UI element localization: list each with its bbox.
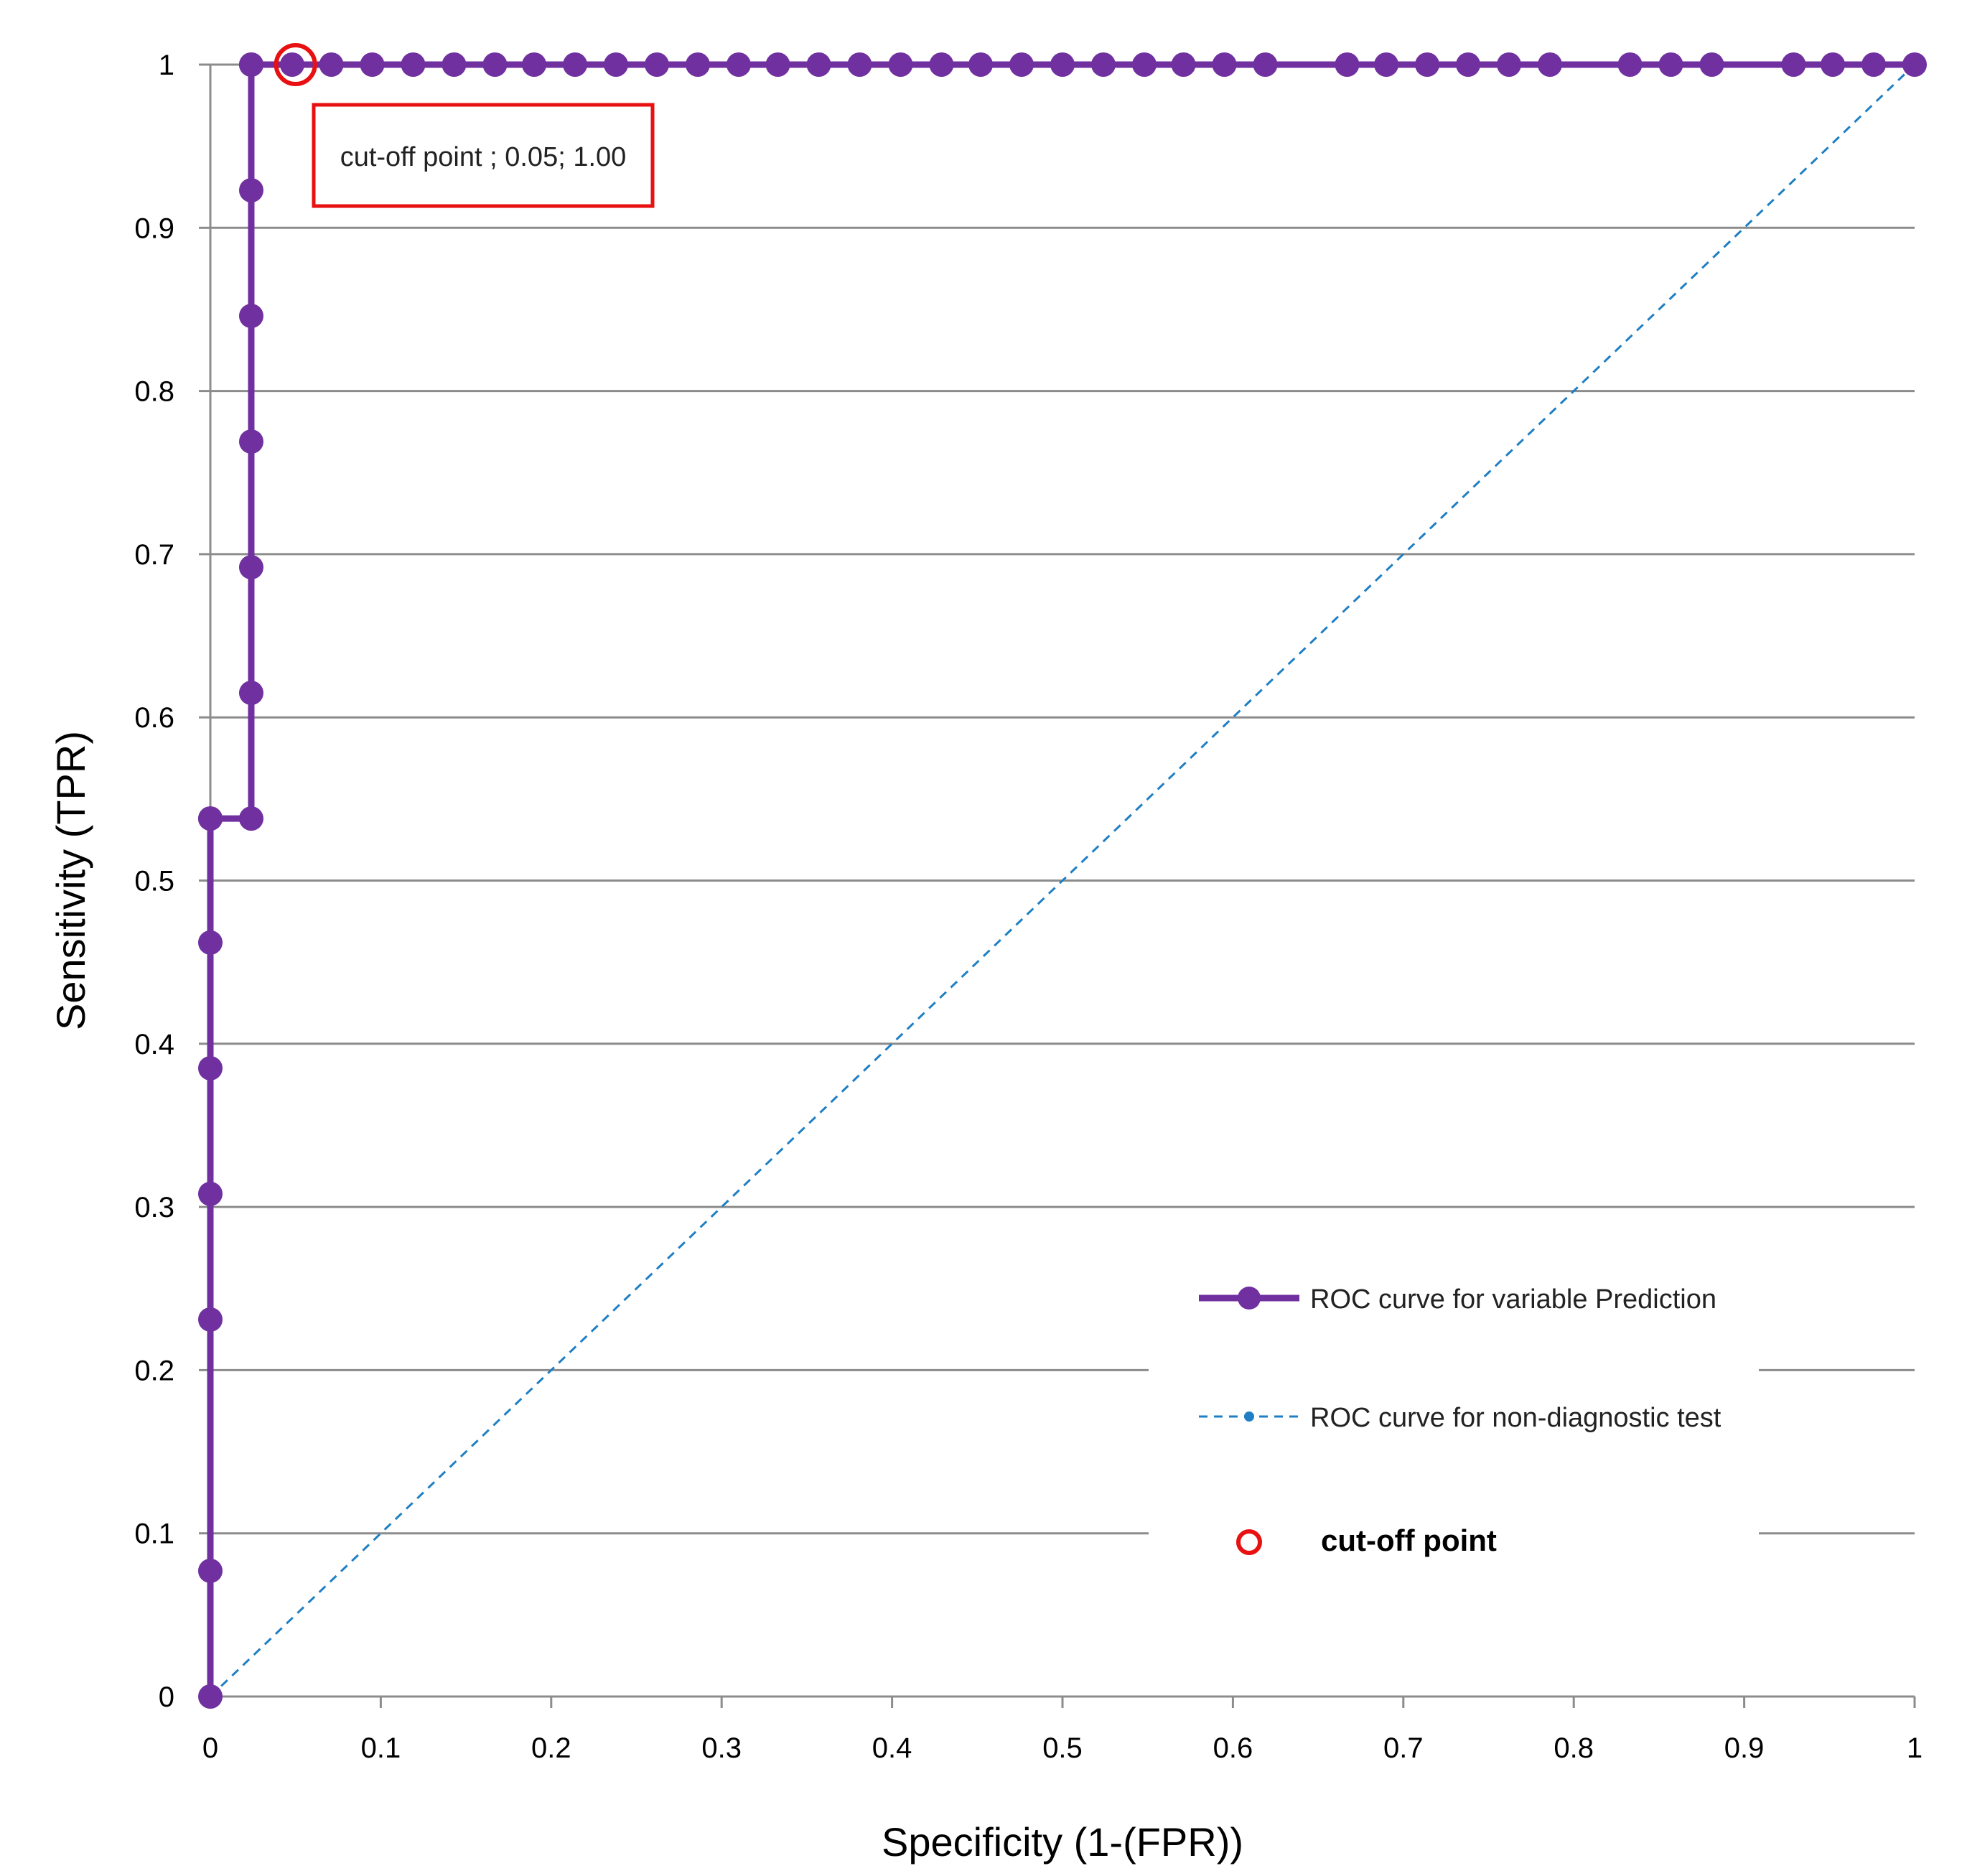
roc-prediction-point-36: [1090, 52, 1116, 77]
x-tick-labels: 0 0.1 0.2 0.3 0.4 0.5 0.6 0.7 0.8 0.9 1: [202, 1732, 1923, 1764]
roc-prediction-point-0: [198, 1684, 223, 1709]
roc-prediction-point-46: [1537, 52, 1562, 77]
roc-prediction-point-10: [238, 555, 263, 580]
x-tick-label-9: 0.9: [1724, 1732, 1765, 1764]
roc-prediction-point-33: [968, 52, 994, 77]
roc-prediction-point-29: [806, 52, 831, 77]
roc-prediction-point-17: [319, 52, 344, 77]
y-tick-label-5: 0.5: [134, 866, 174, 897]
roc-prediction-point-47: [1617, 52, 1643, 77]
roc-prediction-point-24: [604, 52, 629, 77]
roc-prediction-point-8: [238, 806, 263, 831]
roc-prediction-point-37: [1131, 52, 1157, 77]
x-tick-label-5: 0.5: [1042, 1732, 1083, 1764]
roc-prediction-point-50: [1781, 52, 1806, 77]
roc-prediction-point-2: [198, 1307, 223, 1332]
y-tick-label-4: 0.4: [134, 1029, 174, 1060]
legend-cutoff-marker: [1236, 1529, 1262, 1555]
y-tick-label-1: 0.1: [134, 1518, 174, 1550]
legend-non-diagnostic-label: ROC curve for non-diagnostic test: [1310, 1403, 1722, 1433]
roc-prediction-point-43: [1415, 52, 1440, 77]
roc-prediction-point-20: [442, 52, 467, 77]
roc-prediction-point-15: [238, 52, 263, 77]
roc-prediction-point-41: [1335, 52, 1360, 77]
cutoff-annotation-box: [312, 103, 655, 208]
legend: ROC curve for variable Prediction ROC cu…: [1199, 1284, 1722, 1557]
y-tick-labels: 0 0.1 0.2 0.3 0.4 0.5 0.6 0.7 0.8 0.9 1: [134, 50, 174, 1713]
y-tick-label-3: 0.3: [134, 1192, 174, 1223]
roc-prediction-point-19: [401, 52, 426, 77]
roc-prediction-point-4: [198, 1055, 223, 1081]
roc-prediction-point-30: [847, 52, 872, 77]
roc-prediction-point-18: [360, 52, 385, 77]
roc-prediction-point-27: [726, 52, 751, 77]
roc-prediction-point-52: [1861, 52, 1887, 77]
cutoff-marker: [274, 43, 317, 86]
roc-prediction-point-34: [1009, 52, 1034, 77]
legend-cutoff-label: cut-off point: [1321, 1523, 1497, 1557]
non-diagnostic-line: [209, 63, 1916, 1698]
roc-prediction-point-49: [1699, 52, 1724, 77]
roc-prediction-point-51: [1821, 52, 1846, 77]
roc-prediction-point-45: [1496, 52, 1521, 77]
roc-prediction-point-44: [1456, 52, 1481, 77]
roc-prediction-point-42: [1374, 52, 1399, 77]
y-tick-label-8: 0.8: [134, 376, 174, 408]
x-tick-label-3: 0.3: [701, 1732, 742, 1764]
x-tick-label-4: 0.4: [872, 1732, 912, 1764]
roc-prediction-line: [207, 61, 1915, 1697]
roc-prediction-point-39: [1212, 52, 1237, 77]
x-tick-label-7: 0.7: [1383, 1732, 1424, 1764]
roc-prediction-point-23: [563, 52, 588, 77]
roc-prediction-point-7: [198, 806, 223, 831]
x-tick-label-10: 1: [1907, 1732, 1923, 1764]
roc-prediction-point-13: [238, 178, 263, 203]
roc-prediction-point-16: [279, 52, 304, 77]
roc-prediction-point-26: [685, 52, 710, 77]
y-tick-label-9: 0.9: [134, 213, 174, 244]
roc-prediction-point-21: [482, 52, 508, 77]
y-tick-label-2: 0.2: [134, 1355, 174, 1386]
y-tick-label-7: 0.7: [134, 539, 174, 571]
x-tick-label-1: 0.1: [361, 1732, 401, 1764]
legend-roc-prediction-label: ROC curve for variable Prediction: [1310, 1284, 1716, 1315]
roc-prediction-point-25: [644, 52, 669, 77]
roc-prediction-point-28: [765, 52, 790, 77]
roc-prediction-point-3: [198, 1181, 223, 1206]
roc-prediction-point-38: [1171, 52, 1196, 77]
y-tick-label-10: 1: [159, 50, 174, 81]
cutoff-annotation-text: cut-off point ; 0.05; 1.00: [340, 142, 627, 172]
roc-prediction-point-22: [522, 52, 547, 77]
x-tick-label-0: 0: [202, 1732, 218, 1764]
legend-roc-prediction-marker: [1238, 1287, 1261, 1310]
y-axis-title: Sensitivity (TPR): [48, 731, 93, 1030]
roc-prediction-point-53: [1902, 52, 1927, 77]
y-tick-label-6: 0.6: [134, 702, 174, 734]
roc-prediction-point-35: [1050, 52, 1075, 77]
roc-prediction-point-12: [238, 304, 263, 329]
x-tick-label-6: 0.6: [1213, 1732, 1253, 1764]
roc-prediction-point-11: [238, 429, 263, 454]
x-axis-title: Specificity (1-(FPR)): [882, 1819, 1243, 1865]
roc-prediction-point-32: [929, 52, 954, 77]
y-tick-label-0: 0: [159, 1681, 174, 1713]
cutoff-annotation: cut-off point ; 0.05; 1.00: [312, 103, 655, 208]
x-tick-label-8: 0.8: [1554, 1732, 1594, 1764]
roc-prediction-point-48: [1658, 52, 1683, 77]
roc-prediction-point-31: [888, 52, 913, 77]
x-tick-label-2: 0.2: [531, 1732, 571, 1764]
roc-prediction-point-5: [198, 930, 223, 955]
roc-prediction-point-9: [238, 681, 263, 706]
legend-non-diagnostic-marker: [1244, 1411, 1254, 1422]
plot-series: [198, 43, 1927, 1709]
roc-prediction-point-40: [1253, 52, 1278, 77]
roc-prediction-point-1: [198, 1558, 223, 1583]
